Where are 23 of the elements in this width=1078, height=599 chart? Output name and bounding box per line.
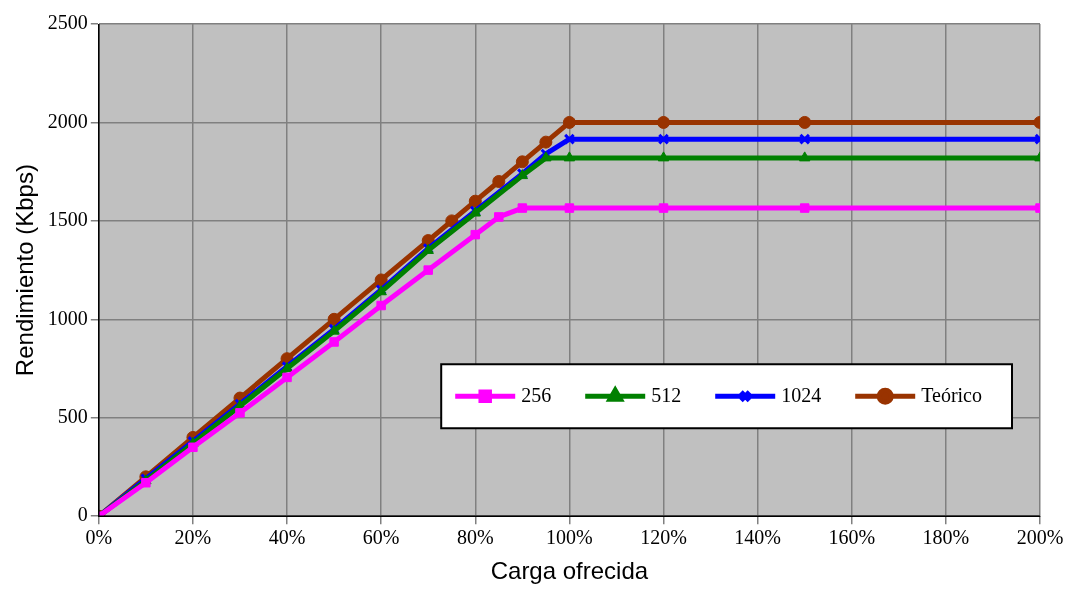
legend-label: 256 [521, 384, 552, 407]
legend-label: Teórico [921, 384, 983, 407]
x-tick-label: 140% [734, 526, 781, 549]
x-tick-label: 0% [85, 526, 113, 549]
y-tick-label: 2000 [47, 109, 88, 132]
x-tick-label: 40% [268, 526, 306, 549]
x-tick-label: 200% [1016, 526, 1064, 549]
x-tick-label: 120% [640, 526, 687, 549]
legend-label: 512 [651, 384, 682, 407]
y-axis-title: Rendimiento (Kbps) [11, 164, 39, 377]
x-tick-label: 180% [922, 526, 970, 549]
x-tick-label: 20% [174, 526, 212, 549]
x-tick-label: 60% [362, 526, 400, 549]
legend-label: 1024 [781, 384, 822, 407]
y-tick-label: 500 [57, 405, 88, 428]
y-tick-label: 1500 [47, 208, 88, 231]
x-tick-label: 80% [456, 526, 494, 549]
y-tick-label: 1000 [47, 306, 88, 329]
x-tick-label: 160% [828, 526, 876, 549]
y-tick-label: 2500 [47, 11, 88, 34]
x-tick-label: 100% [546, 526, 593, 549]
y-tick-label: 0 [77, 503, 88, 526]
x-axis-title: Carga ofrecida [490, 557, 649, 585]
